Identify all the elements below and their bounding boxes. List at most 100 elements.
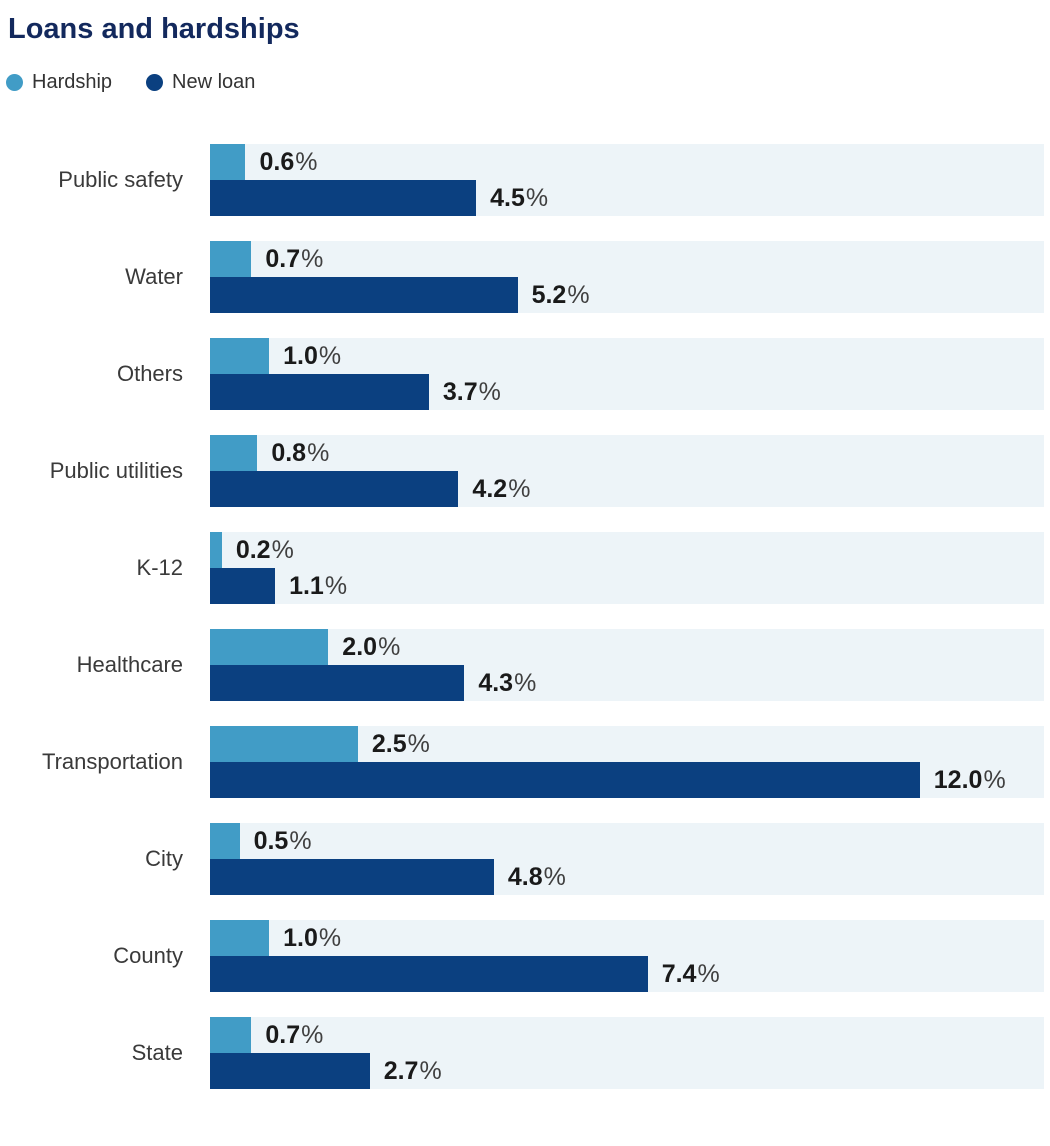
chart-row: Healthcare 2.0% 4.3%: [0, 629, 1050, 701]
bar-track-new-loan: 4.2%: [210, 471, 1044, 507]
bar-new-loan: [210, 180, 477, 216]
value-percent-sign: %: [567, 280, 590, 309]
row-band: 1.0% 7.4%: [210, 920, 1044, 992]
value-percent-sign: %: [301, 244, 324, 273]
bar-track-new-loan: 5.2%: [210, 277, 1044, 313]
bar-track-new-loan: 4.3%: [210, 665, 1044, 701]
value-percent-sign: %: [324, 571, 348, 600]
row-band: 0.8% 4.2%: [210, 435, 1044, 507]
bar-new-loan: [210, 956, 648, 992]
bar-track-hardship: 0.6%: [210, 144, 1044, 180]
value-percent-sign: %: [407, 729, 430, 758]
value-percent-sign: %: [543, 862, 566, 891]
category-label: Transportation: [41, 748, 183, 774]
value-label: 0.6%: [259, 147, 318, 176]
bar-new-loan: [210, 277, 518, 313]
chart-row: Public utilities 0.8% 4.2%: [0, 435, 1050, 507]
value-number: 4.8: [507, 862, 543, 891]
value-number: 7.4: [661, 959, 697, 988]
row-band: 2.0% 4.3%: [210, 629, 1044, 701]
row-band: 0.5% 4.8%: [210, 823, 1044, 895]
legend-item-hardship: Hardship: [6, 71, 112, 94]
bar-hardship: [210, 629, 329, 665]
value-percent-sign: %: [318, 341, 342, 370]
bar-hardship: [210, 1017, 252, 1053]
value-label: 4.2%: [472, 474, 531, 503]
bar-track-hardship: 0.5%: [210, 823, 1044, 859]
value-label: 0.2%: [235, 535, 294, 564]
value-label: 2.5%: [372, 729, 430, 758]
value-label: 0.7%: [265, 244, 324, 273]
value-label: 4.5%: [490, 183, 549, 212]
value-label: 3.7%: [442, 377, 501, 406]
bar-track-hardship: 1.0%: [210, 338, 1044, 374]
bar-track-new-loan: 4.8%: [210, 859, 1044, 895]
category-label: Others: [116, 360, 183, 386]
category-label: Healthcare: [76, 651, 183, 677]
value-number: 5.2: [531, 280, 567, 309]
bar-track-hardship: 0.2%: [210, 532, 1044, 568]
bar-track-new-loan: 3.7%: [210, 374, 1044, 410]
chart-row: Water 0.7% 5.2%: [0, 241, 1050, 313]
value-label: 7.4%: [661, 959, 720, 988]
value-label: 5.2%: [531, 280, 590, 309]
bar-track-new-loan: 7.4%: [210, 956, 1044, 992]
value-label: 0.5%: [254, 826, 312, 855]
value-number: 12.0: [933, 765, 983, 794]
row-band: 0.7% 5.2%: [210, 241, 1044, 313]
bar-new-loan: [210, 374, 429, 410]
category-label: Public utilities: [49, 457, 183, 483]
value-percent-sign: %: [508, 474, 531, 503]
value-number: 4.2: [472, 474, 508, 503]
value-percent-sign: %: [289, 826, 312, 855]
value-label: 2.7%: [383, 1056, 442, 1085]
row-band: 0.2% 1.1%: [210, 532, 1044, 604]
legend: Hardship New loan: [6, 71, 1050, 94]
value-number: 3.7: [442, 377, 478, 406]
value-percent-sign: %: [271, 535, 294, 564]
bar-track-new-loan: 12.0%: [210, 762, 1044, 798]
bar-track-new-loan: 2.7%: [210, 1053, 1044, 1089]
value-number: 4.3: [478, 668, 514, 697]
chart-row: County 1.0% 7.4%: [0, 920, 1050, 992]
row-band: 0.6% 4.5%: [210, 144, 1044, 216]
value-percent-sign: %: [318, 923, 342, 952]
value-percent-sign: %: [525, 183, 549, 212]
row-band: 0.7% 2.7%: [210, 1017, 1044, 1089]
value-percent-sign: %: [419, 1056, 442, 1085]
value-number: 1.1: [289, 571, 324, 600]
value-label: 12.0%: [933, 765, 1006, 794]
bar-hardship: [210, 726, 358, 762]
bar-hardship: [210, 532, 222, 568]
value-percent-sign: %: [478, 377, 501, 406]
value-number: 2.7: [383, 1056, 419, 1085]
value-label: 2.0%: [342, 632, 400, 661]
value-percent-sign: %: [295, 147, 318, 176]
value-number: 2.0: [342, 632, 378, 661]
value-percent-sign: %: [983, 765, 1006, 794]
bar-hardship: [210, 144, 246, 180]
category-label: Water: [125, 263, 183, 289]
value-percent-sign: %: [697, 959, 720, 988]
bar-track-new-loan: 4.5%: [210, 180, 1044, 216]
legend-label-new-loan: New loan: [172, 71, 256, 93]
bar-hardship: [210, 920, 270, 956]
chart-row: State 0.7% 2.7%: [0, 1017, 1050, 1089]
value-label: 4.3%: [478, 668, 536, 697]
value-percent-sign: %: [301, 1020, 324, 1049]
category-label: State: [131, 1039, 183, 1065]
value-number: 0.2: [235, 535, 271, 564]
category-label: County: [113, 942, 183, 968]
legend-label-hardship: Hardship: [32, 71, 113, 93]
row-band: 2.5% 12.0%: [210, 726, 1044, 798]
bar-new-loan: [210, 1053, 370, 1089]
value-number: 0.6: [259, 147, 295, 176]
bar-hardship: [210, 338, 270, 374]
legend-dot-hardship-icon: [6, 74, 23, 91]
value-label: 0.8%: [271, 440, 329, 466]
value-label: 1.0%: [283, 923, 342, 952]
category-label: K-12: [136, 554, 183, 580]
bar-track-hardship: 0.7%: [210, 241, 1044, 277]
bar-track-hardship: 2.5%: [210, 726, 1044, 762]
